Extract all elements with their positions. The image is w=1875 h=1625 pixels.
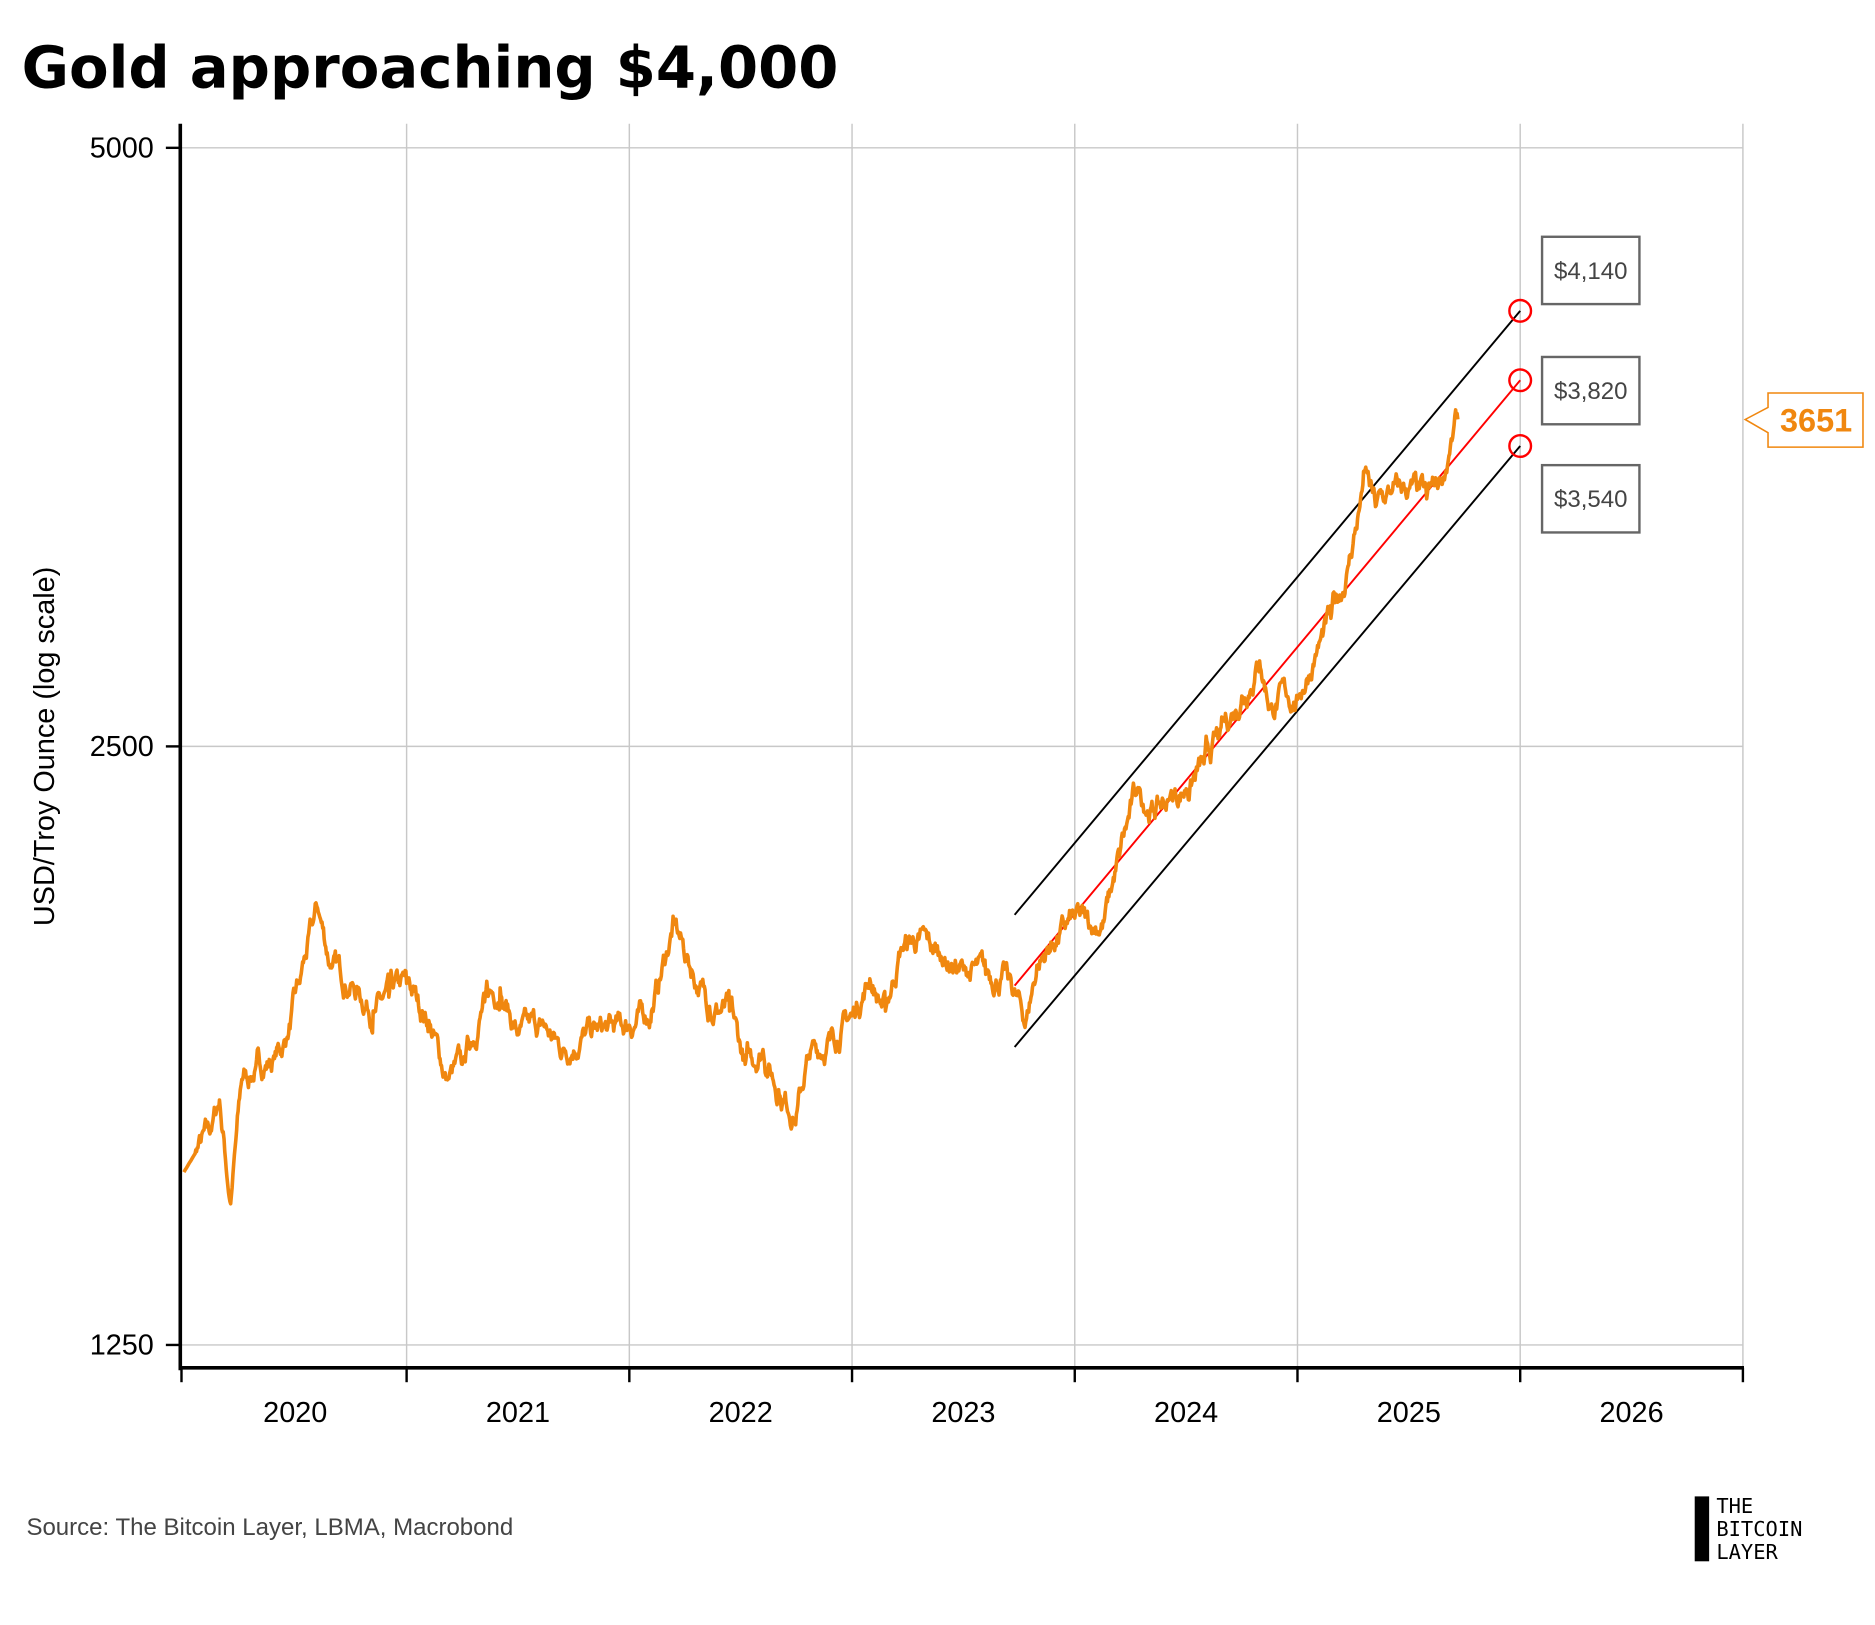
channel-label-upper: $4,140 (1554, 258, 1627, 285)
y-tick-label: 5000 (90, 132, 154, 164)
logo-line-3: LAYER (1716, 1540, 1778, 1564)
last-value-label: 3651 (1780, 402, 1852, 438)
x-tick-labels: 2020 2021 2022 2023 2024 2025 2026 (263, 1397, 1663, 1429)
channel-label-box (1540, 463, 1641, 534)
channel-end-marker (1508, 298, 1533, 323)
channel-end-marker (1508, 434, 1533, 459)
gridlines (180, 123, 1744, 1368)
x-tick-label: 2024 (1154, 1397, 1218, 1429)
x-tick-label: 2023 (931, 1397, 995, 1429)
channel-end-marker (1508, 368, 1533, 393)
gold-price-line (182, 408, 1460, 1206)
channel-label-middle: $3,820 (1554, 378, 1627, 405)
y-axis-label: USD/Troy Ounce (log scale) (29, 567, 61, 926)
brand-logo: THE BITCOIN LAYER (1694, 1494, 1802, 1564)
x-tick-label: 2021 (486, 1397, 550, 1429)
callout-box (1743, 392, 1864, 448)
x-tick-label: 2022 (709, 1397, 773, 1429)
x-tick-label: 2020 (263, 1397, 327, 1429)
y-tick-label: 2500 (90, 731, 154, 763)
y-tick-labels: 5000 2500 1250 (90, 132, 154, 1361)
source-note: Source: The Bitcoin Layer, LBMA, Macrobo… (26, 1514, 513, 1541)
x-tick-label: 2026 (1599, 1397, 1663, 1429)
logo-line-1: THE (1716, 1494, 1753, 1518)
channel-line-upper (1013, 310, 1521, 916)
chart-title: Gold approaching $4,000 (22, 34, 839, 102)
y-tick-label: 1250 (90, 1330, 154, 1362)
x-tick-label: 2025 (1377, 1397, 1441, 1429)
logo-line-2: BITCOIN (1716, 1517, 1802, 1541)
channel-line-lower (1013, 445, 1521, 1048)
channel-label-box (1540, 235, 1641, 306)
logo-bar (1694, 1496, 1710, 1562)
channel-label-lower: $3,540 (1554, 486, 1627, 513)
channel-label-box (1540, 355, 1641, 426)
last-value-callout: 3651 (1743, 392, 1864, 448)
axes (165, 123, 1745, 1383)
channel-labels: $4,140 $3,820 $3,540 (1540, 235, 1641, 534)
